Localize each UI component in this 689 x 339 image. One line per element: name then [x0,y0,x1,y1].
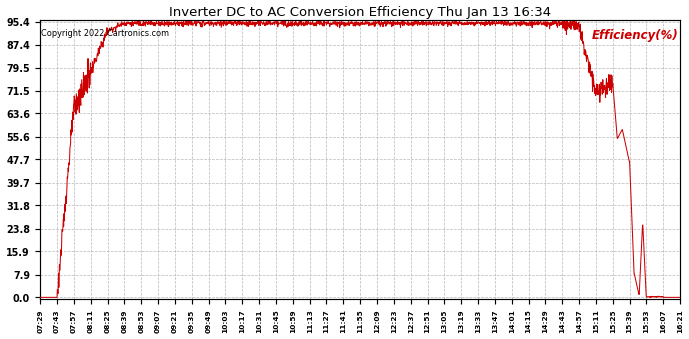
Title: Inverter DC to AC Conversion Efficiency Thu Jan 13 16:34: Inverter DC to AC Conversion Efficiency … [169,6,551,19]
Text: Copyright 2022 Cartronics.com: Copyright 2022 Cartronics.com [41,29,169,38]
Text: Efficiency(%): Efficiency(%) [592,29,679,42]
